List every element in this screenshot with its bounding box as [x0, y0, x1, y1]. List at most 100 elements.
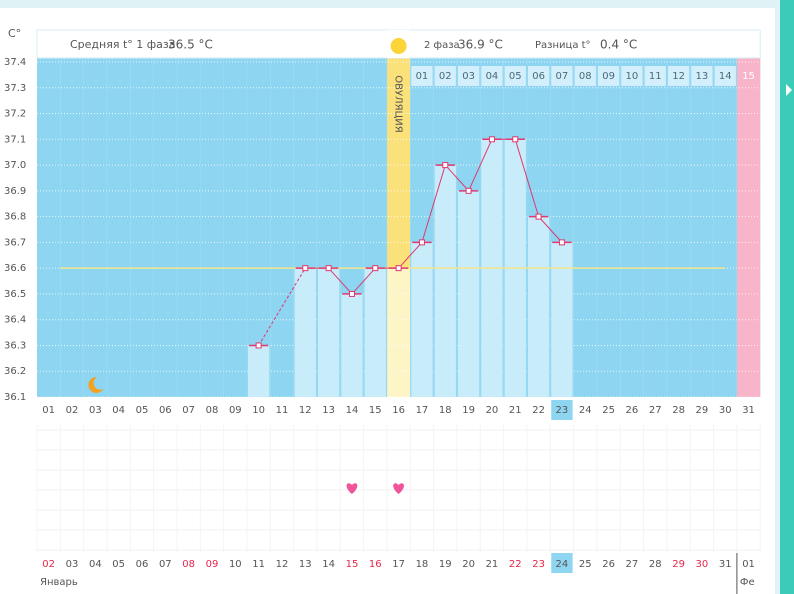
x-tick-label: 26 — [626, 405, 639, 416]
point — [512, 136, 519, 143]
x-tick-label: 24 — [579, 405, 592, 416]
y-tick-label: 36.4 — [4, 315, 26, 326]
calendar-date: 18 — [416, 559, 429, 570]
x-tick-label: 16 — [392, 405, 405, 416]
phase2-day-box — [621, 66, 643, 86]
next-arrow — [786, 84, 792, 96]
x-tick-label: 09 — [229, 405, 242, 416]
y-tick-label: 37.4 — [4, 57, 26, 68]
calendar-date: 19 — [439, 559, 452, 570]
point — [325, 265, 332, 272]
diff-value: 0.4 °C — [600, 38, 637, 52]
x-tick-label: 15 — [369, 405, 382, 416]
phase2-day-box — [691, 66, 713, 86]
bar — [247, 345, 270, 397]
phase2-day: 03 — [462, 71, 475, 82]
y-tick-label: 37.2 — [4, 109, 26, 120]
bar — [434, 165, 456, 397]
x-tick-label: 05 — [136, 405, 149, 416]
bar — [457, 190, 480, 397]
heart-icon — [393, 483, 404, 494]
calendar-date: 06 — [136, 559, 149, 570]
calendar-date: 08 — [182, 559, 195, 570]
phase2-day: 13 — [696, 71, 709, 82]
calendar-date: 25 — [579, 559, 592, 570]
today-box — [551, 400, 573, 420]
x-tick-label: 20 — [486, 405, 499, 416]
calendar-date: 14 — [322, 559, 335, 570]
calendar-date: 04 — [89, 559, 102, 570]
phase2-label: 2 фаза — [424, 40, 460, 51]
x-tick-label: 06 — [159, 405, 172, 416]
calendar-date: 12 — [276, 559, 289, 570]
phase2-day: 07 — [556, 71, 569, 82]
phase2-day: 12 — [672, 71, 685, 82]
x-tick-label: 23 — [556, 405, 569, 416]
month-label: Январь — [40, 577, 78, 588]
point — [255, 342, 262, 349]
phase2-day-box — [411, 66, 433, 86]
last-column — [736, 58, 761, 397]
phase2-day-box — [434, 66, 456, 86]
y-tick-label: 36.6 — [4, 263, 26, 274]
x-tick-label: 21 — [509, 405, 522, 416]
point — [372, 265, 379, 272]
phase2-day-box — [644, 66, 666, 86]
phase2-day: 14 — [719, 71, 732, 82]
bar — [364, 268, 386, 397]
phase2-day-box — [597, 66, 620, 86]
phase2-day: 06 — [532, 71, 545, 82]
x-tick-label: 22 — [532, 405, 545, 416]
side-strip — [780, 0, 794, 594]
point — [465, 187, 472, 194]
x-tick-label: 30 — [719, 405, 732, 416]
calendar-date: 21 — [486, 559, 499, 570]
calendar-date: 20 — [462, 559, 475, 570]
phase2-day: 11 — [649, 71, 662, 82]
x-tick-label: 25 — [602, 405, 615, 416]
x-tick-label: 27 — [649, 405, 662, 416]
point — [535, 213, 542, 220]
phase2-day-box — [737, 66, 760, 86]
phase2-day: 10 — [626, 71, 639, 82]
x-tick-label: 18 — [439, 405, 452, 416]
calendar-date: 05 — [112, 559, 125, 570]
y-tick-label: 36.9 — [4, 186, 26, 197]
x-tick-label: 10 — [252, 405, 265, 416]
calendar-date: 13 — [299, 559, 312, 570]
point — [418, 239, 425, 246]
phase2-day-box — [714, 66, 736, 86]
heart-icon — [346, 483, 358, 494]
calendar-date: 10 — [229, 559, 242, 570]
calendar-date: 26 — [602, 559, 615, 570]
x-tick-label: 13 — [322, 405, 335, 416]
y-tick-label: 36.5 — [4, 289, 26, 300]
calendar-highlight — [551, 553, 573, 573]
month-label: Фе — [740, 577, 755, 588]
phase2-day-box — [504, 66, 526, 86]
calendar-date: 17 — [392, 559, 405, 570]
temp-line — [351, 267, 376, 295]
phase2-day: 09 — [602, 71, 615, 82]
temp-line — [258, 267, 306, 346]
calendar-date: 15 — [346, 559, 359, 570]
temp-line — [444, 164, 469, 192]
temp-line — [514, 139, 540, 217]
calendar-date: 30 — [696, 559, 709, 570]
ovulation-label: ОВУЛЯЦИЯ — [393, 75, 404, 133]
x-tick-label: 08 — [206, 405, 219, 416]
x-tick-label: 01 — [42, 405, 55, 416]
x-tick-label: 28 — [672, 405, 685, 416]
x-tick-label: 12 — [299, 405, 312, 416]
bar — [551, 242, 573, 397]
x-tick-label: 31 — [742, 405, 755, 416]
moon-icon — [88, 376, 104, 393]
phase2-day: 01 — [416, 71, 429, 82]
y-tick-label: 36.7 — [4, 237, 26, 248]
calendar-date: 28 — [649, 559, 662, 570]
point — [302, 265, 309, 272]
phase2-day: 08 — [579, 71, 592, 82]
x-tick-label: 17 — [416, 405, 429, 416]
phase2-day-box — [457, 66, 480, 86]
